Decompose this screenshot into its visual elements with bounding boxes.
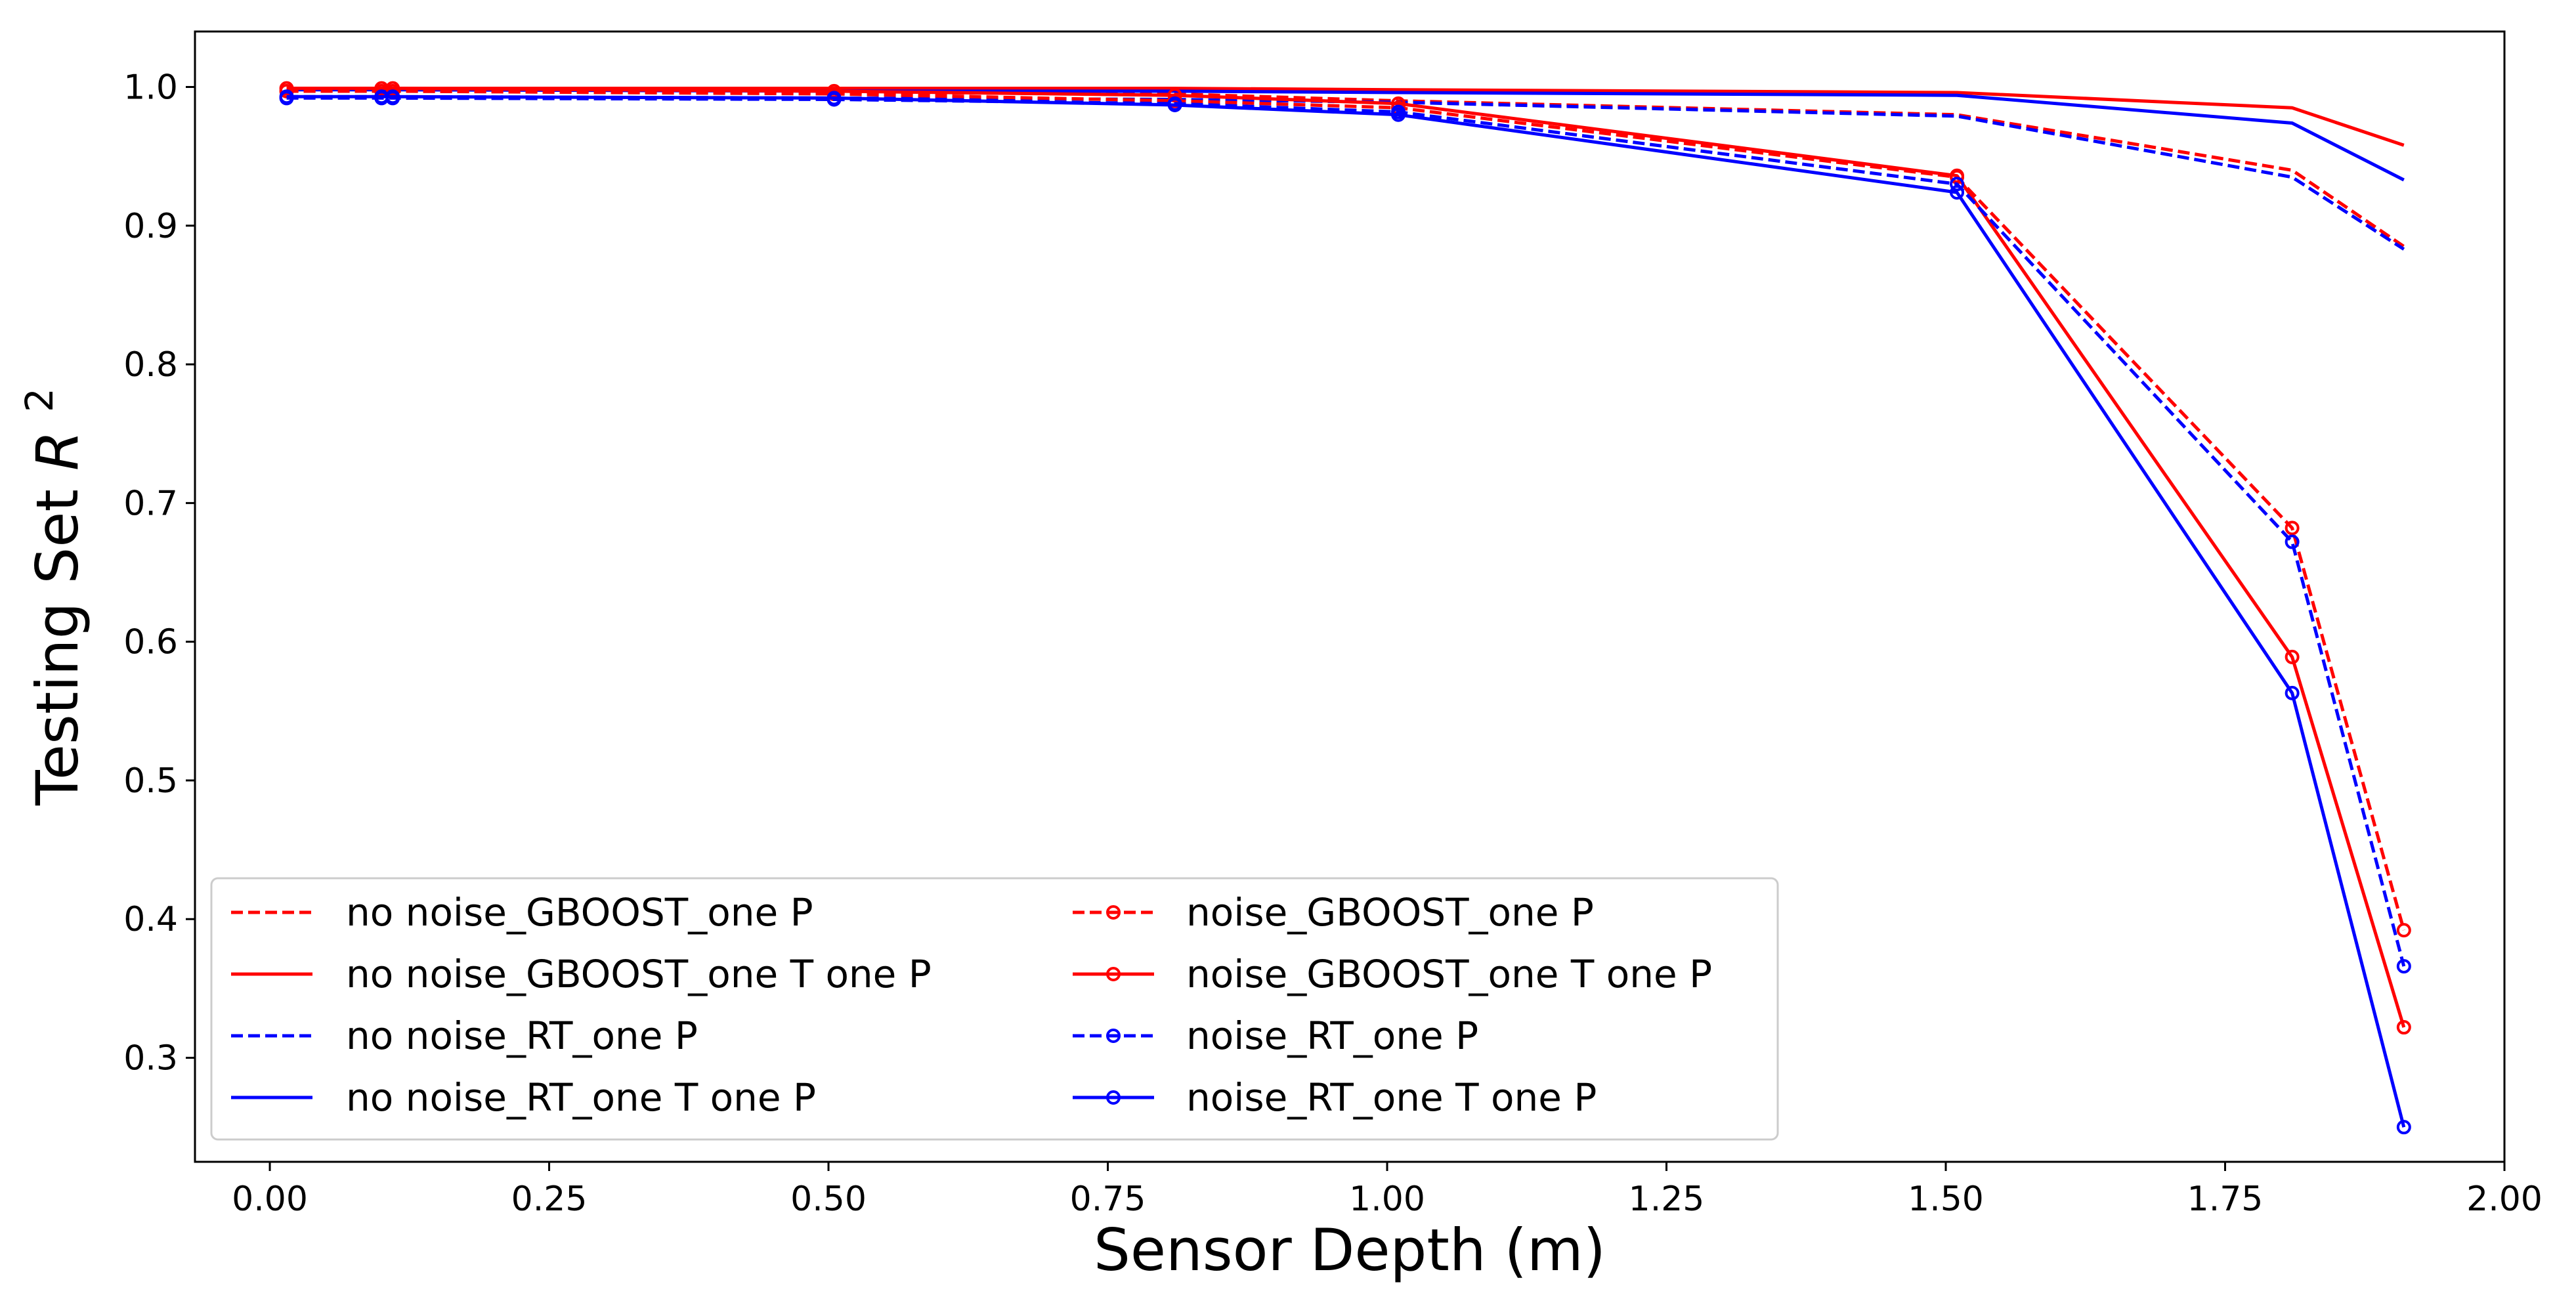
x-tick-label: 1.00 — [1349, 1180, 1425, 1219]
data-point — [1950, 168, 1965, 183]
legend-items: no noise_GBOOST_one P no noise_GBOOST_one… — [231, 890, 1712, 1120]
legend-label: no noise_GBOOST_one P — [346, 890, 813, 935]
legend-entry: no noise_GBOOST_one T one P — [231, 952, 932, 996]
y-tick-label: 0.5 — [123, 761, 178, 801]
legend-entry: noise_RT_one T one P — [1073, 1075, 1597, 1120]
data-point — [2285, 649, 2300, 664]
legend-label: no noise_GBOOST_one T one P — [346, 952, 932, 996]
y-tick-label: 0.8 — [123, 345, 178, 385]
legend-entry: no noise_RT_one P — [231, 1013, 698, 1058]
x-axis-label: Sensor Depth (m) — [1094, 1216, 1606, 1284]
x-tick-label: 0.50 — [790, 1180, 867, 1219]
y-tick-label: 0.4 — [123, 900, 178, 939]
x-tick-label: 1.25 — [1629, 1180, 1705, 1219]
series-line — [286, 95, 2406, 1128]
legend-label: noise_RT_one P — [1186, 1013, 1478, 1058]
data-point — [2396, 959, 2411, 974]
data-point — [826, 91, 842, 106]
legend: no noise_GBOOST_one P no noise_GBOOST_one… — [210, 877, 1779, 1141]
y-axis-ticks: 0.3 0.4 0.5 0.6 0.7 0.8 0.9 1.0 — [123, 68, 195, 1078]
data-point — [385, 89, 400, 104]
data-point — [2285, 685, 2300, 700]
legend-box — [210, 877, 1779, 1141]
data-point — [385, 81, 400, 96]
legend-entry: noise_GBOOST_one T one P — [1073, 952, 1712, 996]
legend-marker-swatch — [1106, 1029, 1121, 1043]
legend-entry: noise_RT_one P — [1073, 1013, 1478, 1058]
y-axis-label-prefix: Testing Set — [24, 471, 91, 806]
y-tick-label: 0.9 — [123, 207, 178, 246]
x-tick-label: 0.00 — [232, 1180, 308, 1219]
legend-label: no noise_RT_one T one P — [346, 1075, 816, 1120]
y-axis-label-sup: 2 — [17, 388, 62, 412]
data-point — [2396, 1120, 2411, 1135]
data-point — [279, 81, 294, 96]
legend-label: noise_GBOOST_one P — [1186, 890, 1594, 935]
legend-marker-swatch — [1106, 905, 1121, 920]
legend-label: noise_GBOOST_one T one P — [1186, 952, 1712, 996]
legend-label: no noise_RT_one P — [346, 1013, 698, 1058]
x-axis-ticks: 0.00 0.25 0.50 0.75 1.00 1.25 1.50 1.75 2.00 — [232, 1162, 2543, 1219]
data-point — [279, 89, 294, 104]
data-point — [2396, 923, 2411, 938]
data-point — [1167, 97, 1182, 112]
x-tick-label: 1.50 — [1908, 1180, 1984, 1219]
data-point — [1950, 177, 1965, 192]
data-point — [1391, 107, 1406, 122]
data-point — [2285, 534, 2300, 549]
legend-marker-swatch — [1106, 967, 1121, 981]
y-tick-label: 0.3 — [123, 1039, 178, 1078]
y-tick-label: 0.6 — [123, 623, 178, 662]
series-layer — [279, 81, 2411, 1135]
y-axis-label: Testing Set R 2 — [17, 388, 91, 806]
data-point — [2285, 521, 2300, 536]
y-tick-label: 1.0 — [123, 68, 178, 108]
y-tick-label: 0.7 — [123, 484, 178, 523]
data-point — [1950, 185, 1965, 200]
series-noise-gboost-one-t-one-p — [279, 81, 2411, 1035]
legend-entry: no noise_GBOOST_one P — [231, 890, 813, 935]
x-tick-label: 2.00 — [2466, 1180, 2543, 1219]
legend-entry: no noise_RT_one T one P — [231, 1075, 816, 1120]
x-tick-label: 0.75 — [1070, 1180, 1146, 1219]
legend-label: noise_RT_one T one P — [1186, 1075, 1597, 1120]
plot-frame — [194, 30, 2506, 1163]
data-point — [2396, 1020, 2411, 1035]
y-axis-label-var: R — [24, 431, 91, 471]
x-tick-label: 0.25 — [511, 1180, 588, 1219]
series-noise-rt-one-t-one-p — [279, 89, 2411, 1135]
series-line — [286, 87, 2406, 1028]
x-tick-label: 1.75 — [2187, 1180, 2264, 1219]
legend-entry: noise_GBOOST_one P — [1073, 890, 1594, 935]
legend-marker-swatch — [1106, 1090, 1121, 1105]
data-point — [1167, 88, 1182, 103]
